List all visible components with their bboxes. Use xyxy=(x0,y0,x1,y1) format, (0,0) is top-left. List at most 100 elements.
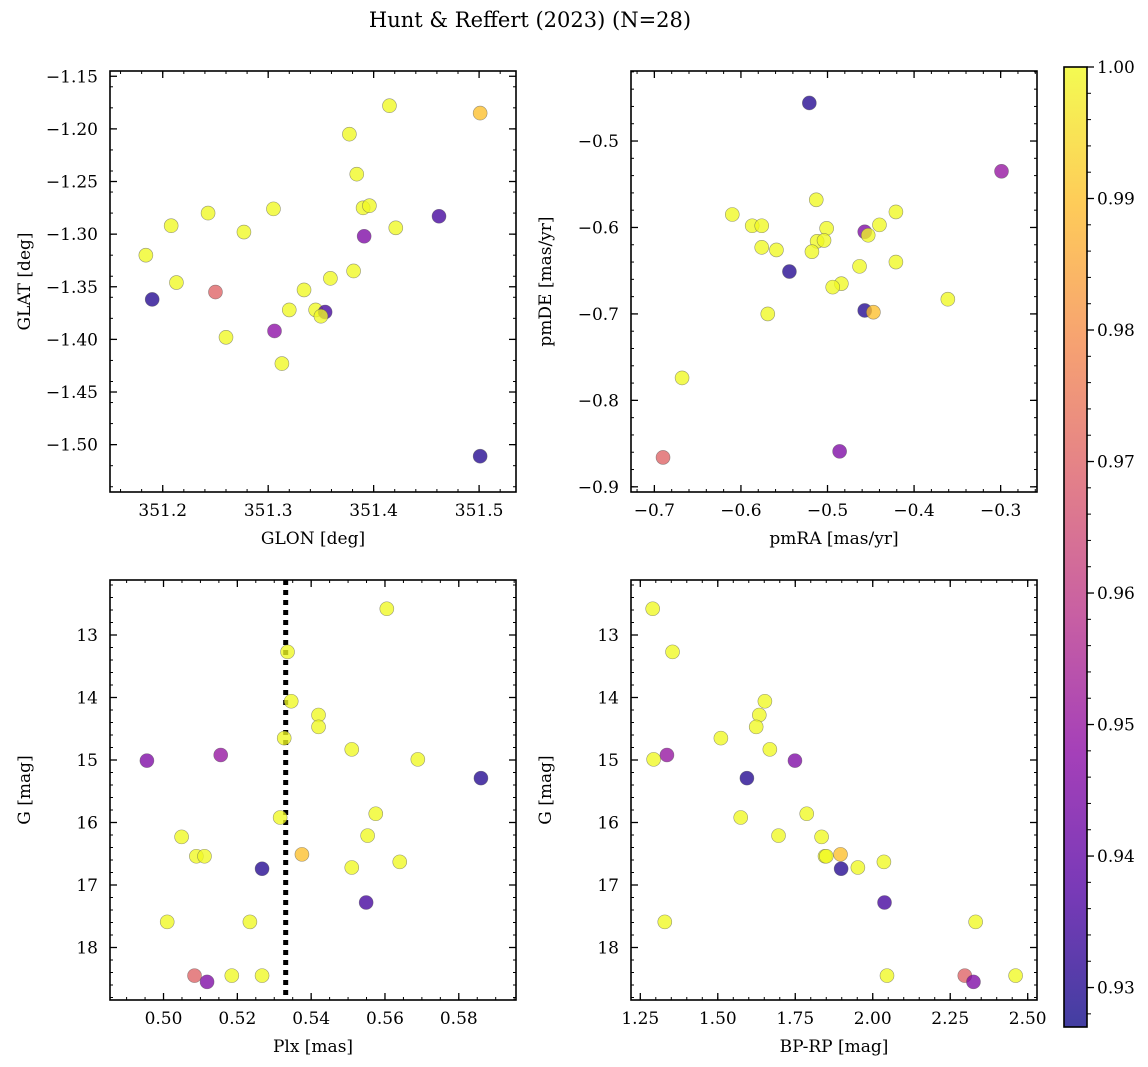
x-axis-label: BP-RP [mag] xyxy=(780,1037,889,1057)
colorbar-tick-label: 0.94 xyxy=(1097,847,1135,867)
y-tick-label: −0.9 xyxy=(578,478,619,498)
data-point xyxy=(872,217,887,233)
y-tick-label: 16 xyxy=(76,814,98,834)
data-point xyxy=(344,860,360,875)
x-tick-label: −0.4 xyxy=(893,501,934,521)
data-point xyxy=(748,719,764,735)
x-tick-label: −0.7 xyxy=(634,501,675,521)
data-point xyxy=(344,742,360,757)
data-point xyxy=(646,752,661,767)
data-point xyxy=(804,244,820,259)
colorbar-tick-label: 0.96 xyxy=(1097,584,1135,604)
x-tick-label: −0.3 xyxy=(980,501,1021,521)
y-tick-label: −1.30 xyxy=(46,225,98,245)
data-point xyxy=(1008,968,1023,983)
axes-frame xyxy=(630,70,1038,493)
y-tick-label: 15 xyxy=(76,751,98,771)
data-point xyxy=(713,730,729,746)
x-tick-label: 351.2 xyxy=(138,501,187,521)
panel-pmra-pmde: −0.7 −0.6 −0.5 −0.4 −0.3 −0.5 −0.6 −0.7 −0.8 −0.9… xyxy=(536,70,1038,549)
data-point xyxy=(769,242,784,258)
data-point xyxy=(197,848,212,864)
x-axis-label: GLON [deg] xyxy=(261,529,365,549)
data-point xyxy=(833,861,849,877)
y-tick-label: 15 xyxy=(597,751,619,771)
data-point xyxy=(254,968,270,983)
y-axis-label: GLAT [deg] xyxy=(15,232,35,330)
y-tick-label: 13 xyxy=(76,626,98,646)
axes-frame xyxy=(109,70,517,493)
x-tick-label: 351.5 xyxy=(455,501,504,521)
data-point xyxy=(349,166,365,182)
y-tick-label: 17 xyxy=(597,876,619,896)
data-point xyxy=(199,974,215,990)
axes-frame xyxy=(630,579,1038,1001)
data-point xyxy=(832,444,847,459)
y-tick-label: 14 xyxy=(76,689,98,709)
data-point xyxy=(144,292,160,307)
y-axis-label: pmDE [mas/yr] xyxy=(536,216,556,346)
data-point xyxy=(966,974,981,990)
data-point xyxy=(655,450,671,465)
data-point xyxy=(346,263,361,279)
data-point xyxy=(187,968,202,983)
x-tick-label: −0.5 xyxy=(807,501,848,521)
y-tick-label: −1.20 xyxy=(46,120,98,140)
colorbar-tick-label: 0.98 xyxy=(1097,321,1135,341)
data-point xyxy=(362,198,377,214)
data-point xyxy=(782,264,797,279)
data-point xyxy=(392,854,408,870)
data-point xyxy=(739,770,755,786)
colorbar-frame xyxy=(1063,66,1088,1028)
colorbar-tick-label: 0.97 xyxy=(1097,453,1135,473)
data-point xyxy=(294,847,310,862)
data-point xyxy=(281,302,297,318)
data-point xyxy=(208,284,223,300)
panel-plx-g: 0.50 0.52 0.54 0.56 0.58 13 14 15 16 17 18 Plx [mas… xyxy=(15,579,517,1057)
y-tick-label: −1.15 xyxy=(46,67,98,87)
data-point xyxy=(431,208,447,224)
y-tick-label: 17 xyxy=(76,876,98,896)
y-axis-label: G [mag] xyxy=(536,755,556,824)
data-point xyxy=(816,233,832,248)
points-layer xyxy=(655,95,1009,465)
data-point xyxy=(368,806,384,822)
data-point xyxy=(888,254,904,270)
x-tick-label: 0.58 xyxy=(440,1009,478,1029)
data-point xyxy=(382,98,397,114)
data-point xyxy=(274,356,290,371)
x-axis-label: pmRA [mas/yr] xyxy=(769,529,898,549)
data-point xyxy=(360,828,375,843)
data-point xyxy=(799,806,815,822)
data-point xyxy=(659,747,675,763)
data-point xyxy=(267,323,282,339)
x-tick-label: 1.75 xyxy=(776,1009,814,1029)
data-point xyxy=(388,220,404,236)
data-point xyxy=(296,282,312,298)
y-tick-label: −1.50 xyxy=(46,436,98,456)
data-point xyxy=(724,207,740,222)
x-tick-label: 1.50 xyxy=(699,1009,737,1029)
x-tick-label: 0.54 xyxy=(292,1009,330,1029)
data-point xyxy=(888,204,904,220)
data-point xyxy=(877,895,892,910)
data-point xyxy=(968,914,983,930)
data-point xyxy=(787,753,803,768)
colorbar-gradient xyxy=(1064,67,1087,1027)
y-tick-label: 16 xyxy=(597,814,619,834)
data-point xyxy=(313,308,329,324)
data-point xyxy=(276,730,292,746)
colorbar-tick-label: 0.93 xyxy=(1097,979,1135,999)
data-point xyxy=(138,247,154,263)
data-point xyxy=(283,693,299,709)
data-point xyxy=(272,810,288,825)
data-point xyxy=(356,228,372,244)
data-point xyxy=(645,601,660,617)
x-tick-label: 0.52 xyxy=(218,1009,256,1029)
data-point xyxy=(342,126,357,142)
colorbar-tick-label: 0.99 xyxy=(1097,190,1135,210)
x-tick-label: −0.6 xyxy=(720,501,761,521)
data-point xyxy=(876,854,892,870)
data-point xyxy=(139,753,155,768)
